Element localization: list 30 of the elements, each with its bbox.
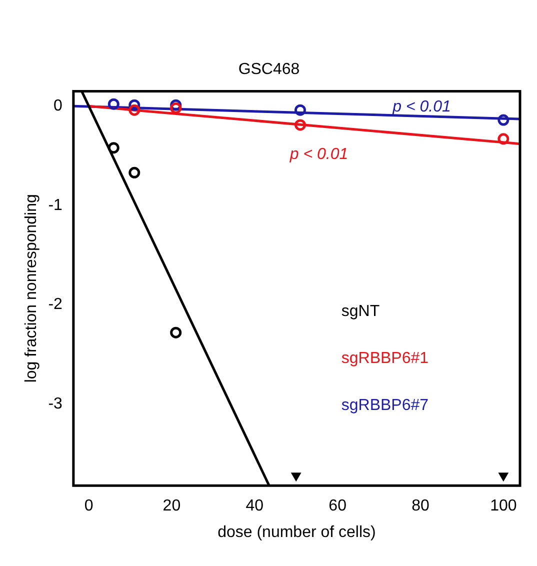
point xyxy=(498,114,510,126)
point xyxy=(498,472,508,482)
point xyxy=(291,472,301,482)
y-tick-label: -3 xyxy=(48,396,63,413)
y-tick-label: -2 xyxy=(48,296,63,314)
x-tick-label: 40 xyxy=(246,498,264,515)
annotation: p < 0.01 xyxy=(392,98,451,116)
point xyxy=(498,133,510,145)
x-axis-title: dose (number of cells) xyxy=(218,524,376,541)
point xyxy=(170,102,182,114)
y-tick-label: 0 xyxy=(54,98,63,115)
point xyxy=(108,98,120,110)
point xyxy=(108,142,120,154)
y-tick-label: -1 xyxy=(48,196,63,214)
x-tick-label: 80 xyxy=(412,498,430,515)
chart-title: GSC468 xyxy=(238,61,300,78)
text: sgNT xyxy=(341,303,380,320)
y-axis-title: log fraction nonresponding xyxy=(23,194,40,383)
point xyxy=(128,104,140,116)
point xyxy=(170,326,182,338)
annotation: p < 0.01 xyxy=(288,146,348,163)
x-tick-label: 0 xyxy=(84,498,94,515)
text: sgRBBP6#7 xyxy=(341,397,429,414)
point xyxy=(294,104,306,116)
x-tick-label: 100 xyxy=(490,498,517,515)
x-tick-label: 60 xyxy=(328,498,347,515)
text: sgRBBP6#1 xyxy=(341,350,429,368)
x-tick-label: 20 xyxy=(162,498,181,515)
point xyxy=(294,119,306,131)
point xyxy=(128,166,140,178)
